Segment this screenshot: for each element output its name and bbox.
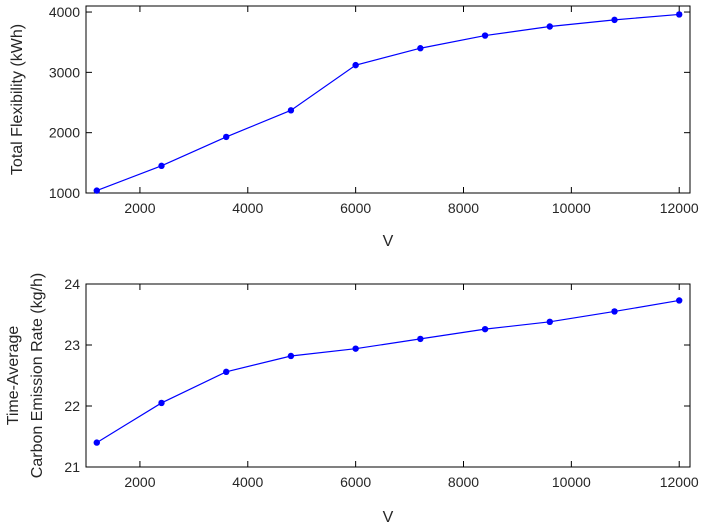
- x-tick-label: 12000: [660, 474, 699, 490]
- y-tick-label: 3000: [49, 64, 80, 80]
- data-point: [93, 439, 100, 446]
- data-point: [546, 23, 553, 30]
- y-axis-label: Carbon Emission Rate (kg/h): [29, 273, 46, 478]
- x-tick-label: 12000: [660, 200, 699, 216]
- data-point: [676, 11, 683, 18]
- y-tick-label: 4000: [49, 4, 80, 20]
- data-point: [287, 352, 295, 360]
- x-axis-label: V: [383, 233, 394, 250]
- data-point: [158, 399, 165, 407]
- y-tick-label: 22: [64, 398, 80, 414]
- data-point: [93, 187, 100, 194]
- y-tick-label: 24: [64, 276, 80, 292]
- series-line: [96, 13, 680, 192]
- x-axis-label: V: [383, 509, 394, 525]
- data-point: [417, 45, 424, 52]
- data-point: [611, 16, 618, 24]
- series-line: [96, 299, 680, 444]
- data-point: [611, 308, 618, 315]
- x-tick-label: 2000: [124, 474, 155, 490]
- x-tick-label: 4000: [232, 200, 263, 216]
- data-point: [223, 133, 230, 141]
- axes-box: [85, 5, 691, 194]
- x-tick-label: 6000: [340, 200, 371, 216]
- data-point: [481, 325, 489, 333]
- x-tick-label: 10000: [552, 200, 591, 216]
- x-tick-label: 6000: [340, 474, 371, 490]
- chart-panel-2: 2000 4000 6000 8000 10000 12000 21 22 23 24 V Time-…: [5, 273, 699, 525]
- y-tick-label: 1000: [49, 185, 80, 201]
- x-tick-label: 8000: [448, 474, 479, 490]
- y-tick-label: 21: [64, 459, 80, 475]
- data-point: [158, 162, 165, 170]
- data-point: [352, 345, 359, 352]
- data-point: [481, 32, 489, 39]
- x-tick-label: 10000: [552, 474, 591, 490]
- data-point: [417, 335, 424, 343]
- y-tick-label: 2000: [49, 125, 80, 141]
- y-tick-label: 23: [64, 337, 80, 353]
- data-point: [352, 61, 359, 69]
- y-axis-label: Time-Average: [5, 326, 22, 426]
- x-tick-label: 2000: [124, 200, 155, 216]
- data-point: [546, 318, 553, 326]
- x-tick-label: 8000: [448, 200, 479, 216]
- y-axis-label: Total Flexibility (kWh): [9, 24, 26, 175]
- data-point: [223, 368, 230, 376]
- data-point: [676, 297, 683, 304]
- chart-panel-1: 2000 4000 6000 8000 10000 12000 1000 2000 3000 40…: [9, 4, 699, 250]
- axes-box: [85, 283, 691, 468]
- data-point: [287, 107, 295, 114]
- x-tick-label: 4000: [232, 474, 263, 490]
